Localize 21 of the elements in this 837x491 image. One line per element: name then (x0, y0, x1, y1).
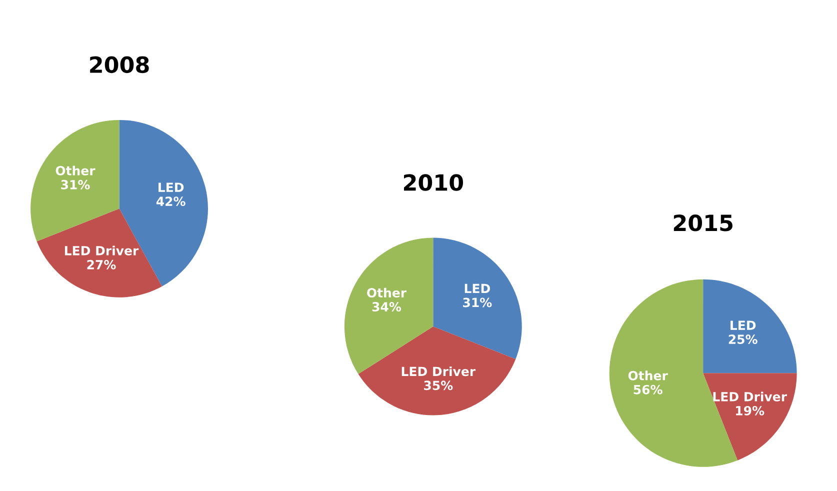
slice-label: Other (628, 370, 668, 380)
data-label: 34% (372, 302, 402, 312)
slice-label: Other (367, 288, 407, 298)
chart-title: 2015 (674, 214, 732, 232)
slice-label: LED Driver (64, 246, 139, 256)
data-label: 25% (728, 334, 758, 344)
slice-label: LED Driver (713, 392, 787, 402)
slice-label: Other (56, 166, 96, 176)
data-label: 42% (156, 196, 186, 206)
slice-label: LED (158, 182, 184, 192)
data-label: 35% (424, 380, 453, 390)
data-label: 31% (61, 180, 90, 190)
data-label: 19% (736, 406, 764, 416)
data-label: 27% (87, 260, 116, 270)
slice-label: LED Driver (402, 366, 476, 376)
chart-title: 2008 (90, 56, 149, 74)
slice-label: LED (464, 284, 490, 294)
data-label: 31% (463, 298, 492, 308)
data-label: 56% (634, 384, 662, 394)
chart-title: 2010 (404, 174, 464, 191)
slice-label: LED (730, 320, 756, 330)
